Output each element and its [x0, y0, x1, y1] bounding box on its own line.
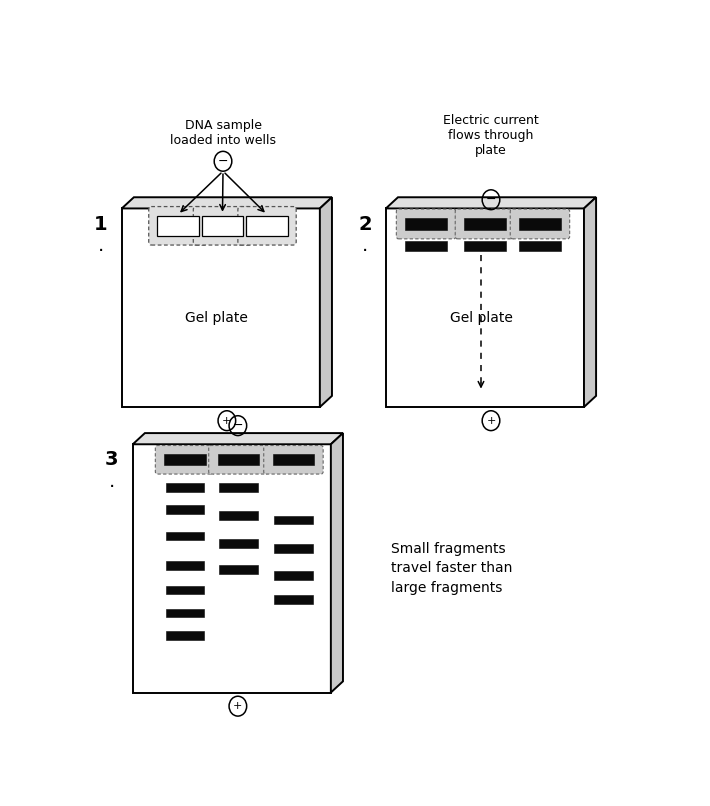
Polygon shape [386, 209, 584, 407]
FancyBboxPatch shape [396, 209, 456, 239]
Text: +: + [233, 701, 243, 711]
Bar [274, 544, 312, 553]
FancyBboxPatch shape [263, 446, 323, 474]
Text: 3: 3 [105, 451, 119, 469]
Bar [219, 565, 258, 574]
Bar [217, 455, 259, 465]
Polygon shape [133, 433, 343, 444]
Text: −: − [486, 193, 496, 206]
Text: Electric current
flows through
plate: Electric current flows through plate [443, 114, 539, 157]
Bar [166, 609, 204, 617]
Text: +: + [486, 416, 496, 426]
Bar [273, 455, 315, 465]
Polygon shape [122, 197, 332, 209]
Text: .: . [362, 236, 368, 256]
Text: Gel plate: Gel plate [185, 310, 248, 325]
Text: .: . [98, 236, 104, 256]
Text: .: . [109, 472, 115, 491]
Polygon shape [320, 197, 332, 407]
Bar [164, 455, 206, 465]
Polygon shape [584, 197, 596, 407]
Bar [274, 571, 312, 580]
Bar [246, 216, 288, 235]
Text: −: − [233, 419, 243, 432]
FancyBboxPatch shape [193, 206, 251, 245]
Bar [274, 595, 312, 604]
Text: DNA sample
loaded into wells: DNA sample loaded into wells [170, 119, 276, 147]
Bar [274, 516, 312, 525]
Bar [519, 218, 561, 231]
Bar [166, 484, 204, 492]
Polygon shape [122, 209, 320, 407]
Polygon shape [386, 197, 596, 209]
Bar [405, 241, 447, 251]
FancyBboxPatch shape [209, 446, 268, 474]
FancyBboxPatch shape [510, 209, 569, 239]
Bar [157, 216, 199, 235]
Bar [166, 561, 204, 570]
Bar [219, 539, 258, 548]
Bar [464, 218, 506, 231]
Bar [464, 241, 506, 251]
Bar [405, 218, 447, 231]
Text: −: − [218, 155, 228, 168]
Bar [202, 216, 244, 235]
Bar [519, 241, 561, 251]
FancyBboxPatch shape [155, 446, 214, 474]
Polygon shape [133, 444, 331, 692]
Text: Gel plate: Gel plate [449, 310, 513, 325]
Bar [219, 511, 258, 520]
FancyBboxPatch shape [148, 206, 207, 245]
Bar [166, 532, 204, 541]
Polygon shape [331, 433, 343, 692]
Bar [166, 505, 204, 513]
FancyBboxPatch shape [455, 209, 515, 239]
Text: +: + [222, 416, 231, 426]
Bar [219, 484, 258, 492]
Text: Small fragments
travel faster than
large fragments: Small fragments travel faster than large… [391, 542, 513, 595]
Text: 2: 2 [358, 214, 372, 234]
Text: 1: 1 [94, 214, 108, 234]
Bar [166, 586, 204, 595]
Bar [166, 631, 204, 640]
FancyBboxPatch shape [238, 206, 296, 245]
